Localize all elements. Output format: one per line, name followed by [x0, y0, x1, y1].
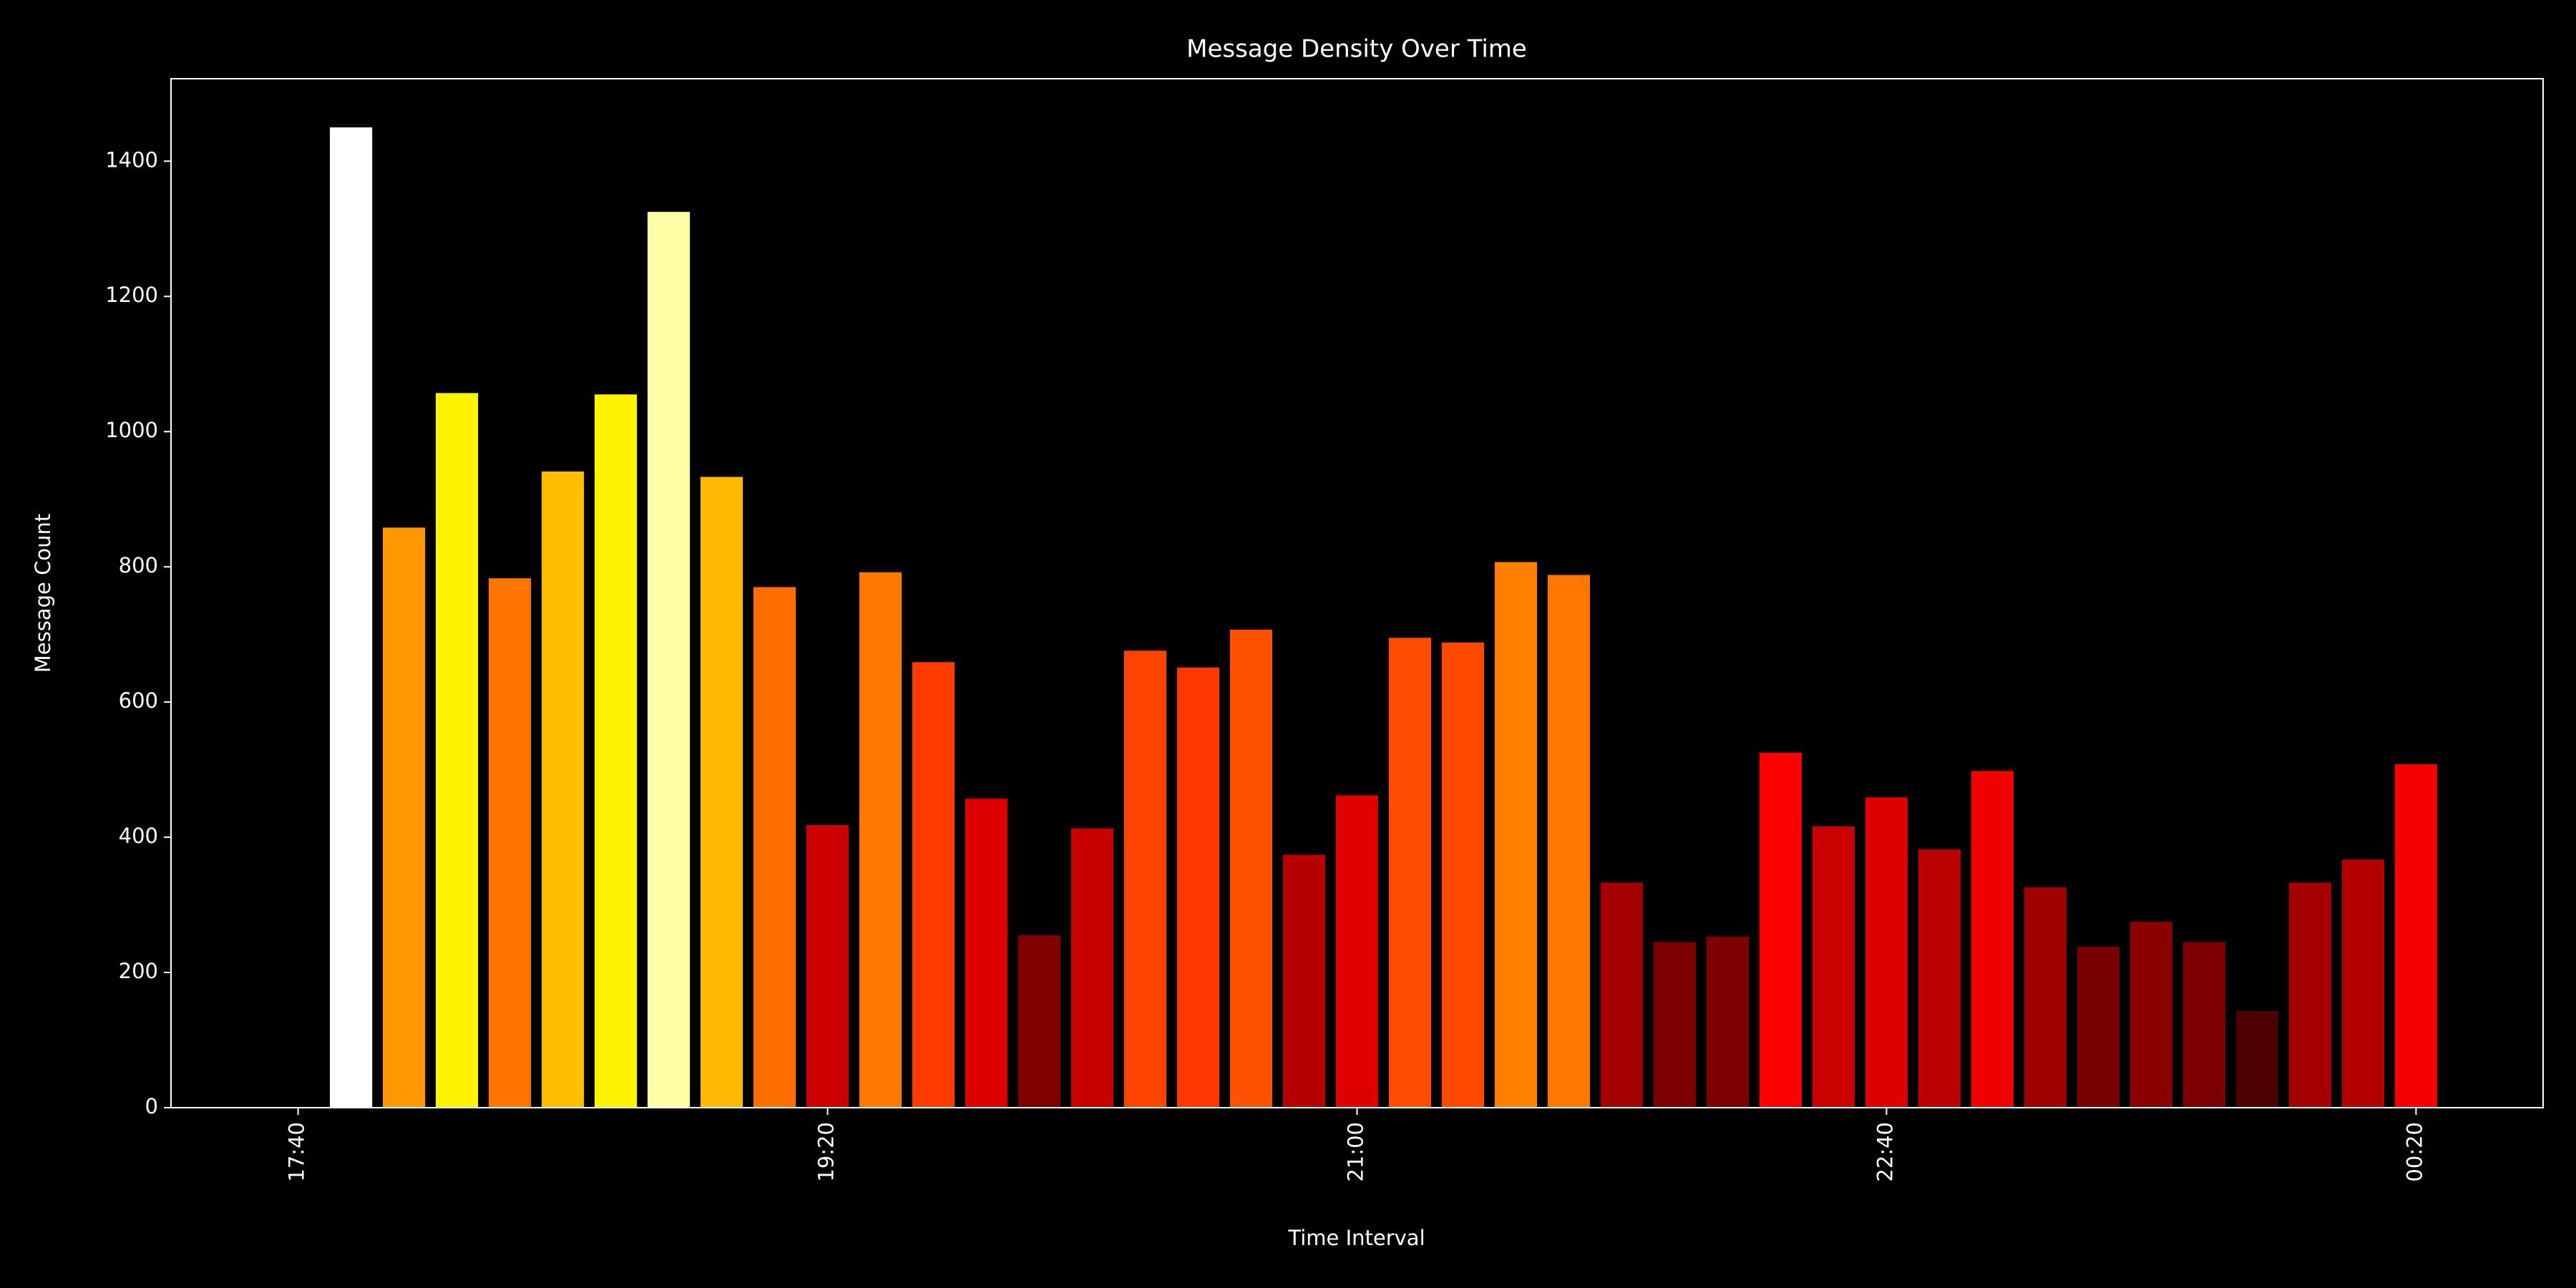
bar [1388, 638, 1432, 1108]
bar [1123, 650, 1167, 1108]
axes-frame [170, 78, 2544, 1108]
bar [488, 578, 532, 1108]
bar [806, 825, 849, 1108]
x-tick-label: 17:40 [285, 1122, 309, 1182]
bar [1865, 797, 1908, 1108]
y-axis-label: Message Count [31, 514, 55, 673]
bar [541, 471, 585, 1108]
bar [435, 393, 479, 1108]
bar [1759, 752, 1802, 1108]
bar [1176, 667, 1220, 1108]
bar [382, 527, 426, 1108]
y-tick-label: 200 [119, 959, 158, 983]
chart-title: Message Density Over Time [1186, 35, 1527, 64]
y-tick-label: 1000 [105, 418, 158, 442]
y-tick-label: 800 [119, 553, 158, 577]
bar [1441, 642, 1485, 1108]
bar [2182, 942, 2226, 1108]
x-tick-label: 22:40 [1873, 1122, 1897, 1182]
bar [1706, 936, 1750, 1108]
bar [329, 127, 373, 1108]
bar [2024, 887, 2067, 1108]
bar [594, 394, 638, 1108]
bar [1070, 828, 1114, 1108]
bar [2394, 764, 2438, 1108]
bar [2235, 1010, 2279, 1108]
bar [1494, 562, 1538, 1108]
x-tick-label: 19:20 [814, 1122, 839, 1182]
bar [647, 212, 691, 1108]
bar [859, 572, 902, 1108]
bar [1282, 854, 1326, 1108]
y-tick-label: 1400 [105, 147, 158, 172]
bar [2129, 922, 2173, 1108]
y-tick-label: 400 [119, 824, 158, 848]
y-tick-label: 0 [145, 1094, 158, 1118]
y-tick-label: 600 [119, 688, 158, 713]
bar [1653, 942, 1697, 1108]
bar [1335, 795, 1379, 1108]
bar [700, 477, 743, 1108]
bar [1600, 882, 1644, 1108]
x-tick-label: 00:20 [2402, 1122, 2426, 1182]
bar [2341, 859, 2385, 1108]
bar [2077, 947, 2120, 1108]
bar [753, 587, 796, 1108]
bar [912, 662, 955, 1108]
bar [1229, 630, 1273, 1108]
x-axis-label: Time Interval [1287, 1226, 1425, 1250]
bar [1812, 826, 1855, 1108]
y-tick-label: 1200 [105, 283, 158, 307]
bar [1971, 771, 2014, 1108]
bar [1018, 935, 1061, 1108]
bar [965, 799, 1008, 1108]
x-tick-label: 21:00 [1344, 1122, 1368, 1182]
bar [1547, 575, 1591, 1108]
bar [1918, 849, 1961, 1108]
bar [2288, 882, 2332, 1108]
